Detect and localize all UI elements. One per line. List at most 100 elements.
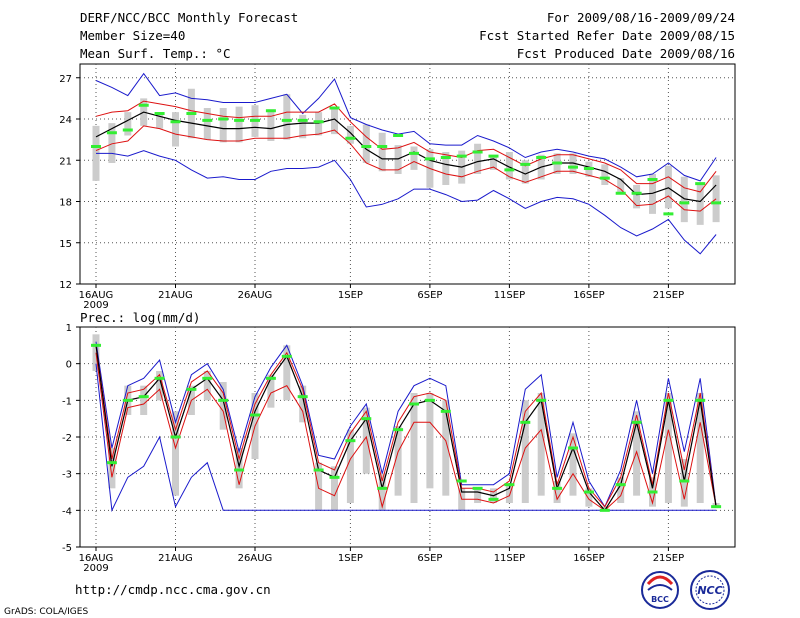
temp-median-marker [631,191,642,195]
prec-median-marker [552,486,563,490]
temp-xtick-label: 16AUG [79,290,114,301]
temp-median-marker [647,178,658,181]
prec-median-marker [695,398,706,402]
temp-median-marker [409,151,419,155]
temp-xtick-label: 21AUG [158,290,193,301]
prec-median-marker [297,395,308,399]
temp-ensemble-bar [680,176,688,223]
prec-ensemble-bar [410,393,418,503]
bcc-logo-text: BCC [651,595,669,604]
fcst-started-date: Fcst Started Refer Date 2009/08/15 [479,28,735,43]
prec-median-marker [615,483,626,487]
prec-median-marker [456,479,467,483]
prec-ensemble-bar [203,371,211,401]
prec-median-marker [313,468,324,472]
prec-median-marker [91,343,101,347]
temp-median-marker [456,154,467,158]
temp-ensemble-bar [490,154,497,170]
prec-ytick-label: -1 [62,396,72,407]
temp-ensemble-bar [283,94,291,140]
prec-median-marker [122,398,133,402]
prec-ensemble-bar [505,484,513,503]
temp-median-marker [234,118,245,122]
prec-median-marker [234,468,245,472]
prec-ensemble-bar [331,466,338,511]
temp-xtick-label: 11SEP [494,290,525,301]
temp-ensemble-bar [299,114,307,139]
temp-median-marker [313,120,324,124]
ncc-logo-text: NCC [697,584,722,597]
temp-median-marker [329,106,340,110]
prec-median-marker [186,387,197,391]
ncc-logo: NCC [690,570,730,610]
temp-median-marker [345,136,356,140]
temp-ensemble-bar [203,108,211,140]
temp-ytick-label: 15 [59,239,72,250]
prec-median-marker [520,420,531,424]
source-url[interactable]: http://cmdp.ncc.cma.gov.cn [75,582,271,597]
prec-spread-lower-line [95,352,717,511]
prec-median-marker [154,376,165,380]
prec-panel: 16AUG 21AUG 26AUG 1SEP 6SEP 11SEP 16SEP 21SEP 20… [62,323,735,574]
temp-median-marker [568,165,578,169]
forecast-period: For 2009/08/16-2009/09/24 [547,10,735,25]
temp-median-marker [583,167,594,170]
temp-ensemble-bar [124,112,132,136]
prec-ytick-label: 0 [66,360,72,371]
temp-median-marker [377,145,388,148]
prec-ensemble-bar [585,488,593,507]
temp-panel-frame [79,63,736,285]
temp-median-marker [424,157,435,161]
prec-median-marker [265,376,276,380]
prec-ytick-label: -4 [62,506,72,517]
temp-ensemble-bar [601,164,609,185]
prec-ensemble-bar [553,481,561,503]
prec-ensemble-bar [680,459,688,507]
prec-ytick-label: -3 [62,470,72,481]
prec-median-marker [345,439,356,443]
temp-median-marker [122,128,133,132]
prec-median-marker [281,354,292,358]
prec-median-marker [599,508,610,512]
temp-ensemble-bar [331,108,338,135]
prec-ytick-label: 1 [66,323,72,334]
temp-xtick-label: 26AUG [238,290,273,301]
prec-median-marker [170,435,181,439]
prec-median-marker [202,376,213,380]
prec-spread-upper-line [95,345,717,508]
temp-median-marker [599,176,610,180]
prec-ensemble-bar [219,382,227,430]
prec-ensemble-bar [140,385,148,415]
prec-mean-line [95,345,717,512]
temp-ensemble-bar [362,124,370,163]
prec-ensemble-bar [617,477,625,503]
temp-median-marker [695,182,706,186]
prec-ensemble-bar [362,407,370,474]
temp-ensemble-bar [664,165,672,209]
prec-ensemble-bar [664,393,672,503]
prec-xtick-label: 1SEP [338,553,363,564]
prec-median-marker [393,428,404,432]
temp-ensemble-bar [617,178,625,194]
prec-median-marker [679,479,690,483]
temp-ensemble-bar [712,175,720,223]
temp-ensemble-bar [346,125,354,144]
temp-ensemble-bar [649,174,656,214]
prec-ytick-label: -2 [62,433,72,444]
temp-median-marker [679,201,690,205]
prec-median-marker [250,413,260,417]
temp-median-marker [552,161,563,165]
prec-ensemble-bar [283,345,291,401]
prec-median-marker [488,497,499,501]
prec-median-marker [138,395,149,399]
temp-ensemble-bar [633,185,641,209]
temp-ytick-label: 12 [59,280,72,291]
temp-median-marker [361,145,372,148]
temp-ensemble-bar [219,108,227,143]
prec-max-line [95,341,717,508]
prec-median-marker [568,446,578,450]
prec-ensemble-bar [299,385,307,423]
temp-median-marker [91,145,101,148]
prec-median-marker [631,420,642,424]
